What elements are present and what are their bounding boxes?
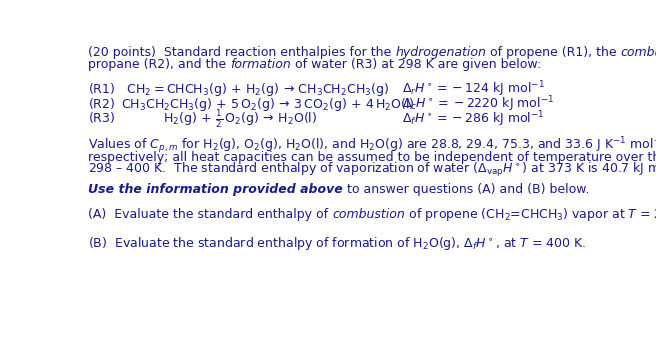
Text: $\Delta_fH^\circ = -286$ kJ mol$^{-1}$: $\Delta_fH^\circ = -286$ kJ mol$^{-1}$ [402,109,544,129]
Text: (A)  Evaluate the standard enthalpy of: (A) Evaluate the standard enthalpy of [88,208,332,221]
Text: propane (R2), and the: propane (R2), and the [88,58,230,72]
Text: 298 – 400 K.  The standard enthalpy of vaporization of water ($\Delta_{\mathrm{v: 298 – 400 K. The standard enthalpy of va… [88,160,656,180]
Text: formation: formation [230,58,291,72]
Text: to answer questions (A) and (B) below.: to answer questions (A) and (B) below. [343,183,589,196]
Text: (20 points)  Standard reaction enthalpies for the: (20 points) Standard reaction enthalpies… [88,46,396,59]
Text: hydrogenation: hydrogenation [396,46,486,59]
Text: $\mathrm{(R2)\;\; CH_3CH_2CH_3(g)\, +\, 5\,O_2(g)\, \rightarrow\, 3\,CO_2(g)\, +: $\mathrm{(R2)\;\; CH_3CH_2CH_3(g)\, +\, … [88,96,415,113]
Text: of propene (R1), the: of propene (R1), the [486,46,621,59]
Text: Use the information provided above: Use the information provided above [88,183,343,196]
Text: of propene (CH$_2$=CHCH$_3$) vapor at $T$ = 298 K.: of propene (CH$_2$=CHCH$_3$) vapor at $T… [405,206,656,223]
Text: combustion: combustion [621,46,656,59]
Text: Values of $C_{p,m}$ for H$_2$(g), O$_2$(g), H$_2$O(l), and H$_2$O(g) are 28.8, 2: Values of $C_{p,m}$ for H$_2$(g), O$_2$(… [88,135,656,156]
Text: $\mathrm{(R1)\quad CH_2{=}CHCH_3(g)\, +\, H_2(g)\, \rightarrow\, CH_3CH_2CH_3(g): $\mathrm{(R1)\quad CH_2{=}CHCH_3(g)\, +\… [88,81,389,98]
Text: respectively; all heat capacities can be assumed to be independent of temperatur: respectively; all heat capacities can be… [88,151,656,164]
Text: $\Delta_cH^\circ = -2220$ kJ mol$^{-1}$: $\Delta_cH^\circ = -2220$ kJ mol$^{-1}$ [402,94,554,114]
Text: (B)  Evaluate the standard enthalpy of formation of H$_2$O(g), $\Delta_f H^\circ: (B) Evaluate the standard enthalpy of fo… [88,235,586,252]
Text: combustion: combustion [332,208,405,221]
Text: of water (R3) at 298 K are given below:: of water (R3) at 298 K are given below: [291,58,541,72]
Text: $\mathrm{(R3)\qquad\qquad H_2(g)\, +\, \frac{1}{2}\,O_2(g)\, \rightarrow\, H_2O(: $\mathrm{(R3)\qquad\qquad H_2(g)\, +\, \… [88,108,318,130]
Text: $\Delta_rH^\circ = -124$ kJ mol$^{-1}$: $\Delta_rH^\circ = -124$ kJ mol$^{-1}$ [402,79,545,99]
